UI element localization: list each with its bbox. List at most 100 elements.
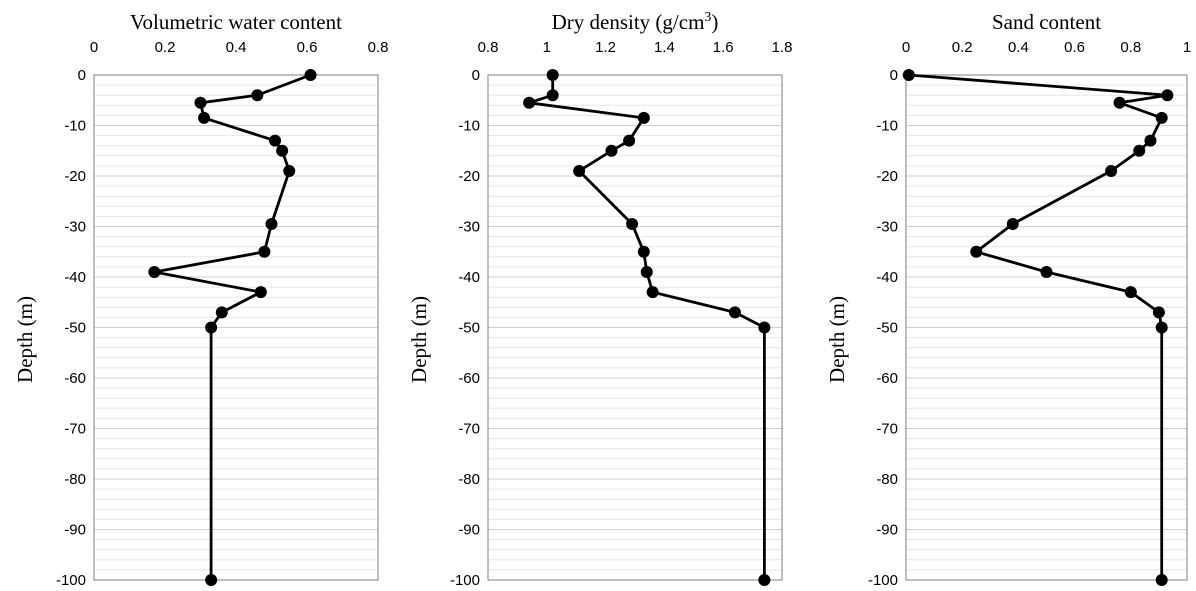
y-tick-label: -100 bbox=[450, 572, 480, 589]
data-point bbox=[1114, 97, 1126, 109]
data-point bbox=[638, 112, 650, 124]
data-point bbox=[305, 69, 317, 81]
chart-title: Sand content bbox=[992, 10, 1101, 34]
x-tick-label: 0.4 bbox=[1008, 39, 1029, 56]
y-tick-label: -50 bbox=[458, 320, 480, 337]
chart-title: Volumetric water content bbox=[130, 10, 342, 34]
y-tick-label: -100 bbox=[56, 572, 86, 589]
data-point bbox=[547, 69, 559, 81]
data-point bbox=[1125, 286, 1137, 298]
y-tick-label: -90 bbox=[458, 522, 480, 539]
data-point bbox=[251, 89, 263, 101]
y-tick-label: -60 bbox=[64, 370, 86, 387]
y-tick-label: -80 bbox=[876, 471, 898, 488]
data-point bbox=[547, 89, 559, 101]
y-tick-label: -80 bbox=[64, 471, 86, 488]
y-tick-label: -30 bbox=[876, 219, 898, 236]
y-tick-label: -20 bbox=[876, 168, 898, 185]
x-tick-label: 0 bbox=[90, 39, 98, 56]
y-tick-label: -30 bbox=[64, 219, 86, 236]
y-tick-label: -20 bbox=[64, 168, 86, 185]
data-point bbox=[255, 286, 267, 298]
x-tick-label: 1.2 bbox=[595, 39, 616, 56]
y-axis-label: Depth (m) bbox=[13, 296, 37, 383]
data-point bbox=[626, 218, 638, 230]
data-point bbox=[1156, 322, 1168, 334]
y-tick-label: 0 bbox=[78, 67, 86, 84]
data-point bbox=[647, 286, 659, 298]
data-point bbox=[641, 266, 653, 278]
y-tick-label: -70 bbox=[458, 421, 480, 438]
data-point bbox=[283, 165, 295, 177]
y-tick-label: -40 bbox=[64, 269, 86, 286]
x-tick-label: 0.8 bbox=[1120, 39, 1141, 56]
data-point bbox=[276, 145, 288, 157]
data-point bbox=[758, 322, 770, 334]
data-point bbox=[216, 306, 228, 318]
x-tick-label: 0.4 bbox=[226, 39, 247, 56]
data-point bbox=[903, 69, 915, 81]
y-tick-label: -60 bbox=[458, 370, 480, 387]
y-tick-label: -20 bbox=[458, 168, 480, 185]
y-tick-label: -90 bbox=[876, 522, 898, 539]
y-tick-label: -90 bbox=[64, 522, 86, 539]
y-tick-label: -60 bbox=[876, 370, 898, 387]
y-tick-label: 0 bbox=[472, 67, 480, 84]
x-tick-label: 0 bbox=[902, 39, 910, 56]
y-axis-label: Depth (m) bbox=[407, 296, 431, 383]
data-point bbox=[1041, 266, 1053, 278]
y-tick-label: -30 bbox=[458, 219, 480, 236]
data-point bbox=[1161, 89, 1173, 101]
x-tick-label: 0.2 bbox=[155, 39, 176, 56]
x-tick-label: 0.2 bbox=[952, 39, 973, 56]
data-point bbox=[729, 306, 741, 318]
data-point bbox=[523, 97, 535, 109]
data-point bbox=[1153, 306, 1165, 318]
y-tick-label: -70 bbox=[64, 421, 86, 438]
y-tick-label: -40 bbox=[876, 269, 898, 286]
x-tick-label: 0.8 bbox=[368, 39, 389, 56]
water-content-chart: Volumetric water content 0 0.2 0.4 0.6 0.8 0 -1… bbox=[13, 10, 388, 589]
y-tick-label: -10 bbox=[876, 118, 898, 135]
x-tick-label: 1 bbox=[543, 39, 551, 56]
y-axis-label: Depth (m) bbox=[825, 296, 849, 383]
data-point bbox=[758, 574, 770, 586]
data-point bbox=[195, 97, 207, 109]
y-tick-label: -40 bbox=[458, 269, 480, 286]
data-point bbox=[1156, 574, 1168, 586]
data-point bbox=[1105, 165, 1117, 177]
data-point bbox=[1133, 145, 1145, 157]
data-point bbox=[1144, 135, 1156, 147]
y-tick-label: -50 bbox=[64, 320, 86, 337]
data-point bbox=[269, 135, 281, 147]
x-tick-label: 1.6 bbox=[713, 39, 734, 56]
y-tick-label: -10 bbox=[64, 118, 86, 135]
y-tick-label: -10 bbox=[458, 118, 480, 135]
x-tick-label: 1 bbox=[1183, 39, 1191, 56]
data-point bbox=[205, 574, 217, 586]
data-point bbox=[970, 246, 982, 258]
chart-title: Dry density (g/cm3) bbox=[552, 10, 719, 34]
data-point bbox=[1156, 112, 1168, 124]
y-tick-label: -100 bbox=[868, 572, 898, 589]
data-point bbox=[605, 145, 617, 157]
data-point bbox=[198, 112, 210, 124]
x-tick-label: 1.4 bbox=[654, 39, 675, 56]
data-point bbox=[638, 246, 650, 258]
dry-density-chart: Dry density (g/cm3) 0.8 1 1.2 1.4 1.6 1.8 0 -10 -… bbox=[407, 10, 792, 589]
data-point bbox=[573, 165, 585, 177]
data-point bbox=[266, 218, 278, 230]
data-point bbox=[148, 266, 160, 278]
data-point bbox=[205, 322, 217, 334]
y-tick-label: -50 bbox=[876, 320, 898, 337]
sand-content-chart: Sand content 0 0.2 0.4 0.6 0.8 1 0 -10 -20 -30 -40 -… bbox=[825, 10, 1191, 589]
y-tick-label: -70 bbox=[876, 421, 898, 438]
y-tick-label: -80 bbox=[458, 471, 480, 488]
y-tick-label: 0 bbox=[890, 67, 898, 84]
data-point bbox=[623, 135, 635, 147]
data-point bbox=[1007, 218, 1019, 230]
x-tick-label: 0.6 bbox=[1064, 39, 1085, 56]
x-tick-label: 0.6 bbox=[297, 39, 318, 56]
data-point bbox=[258, 246, 270, 258]
